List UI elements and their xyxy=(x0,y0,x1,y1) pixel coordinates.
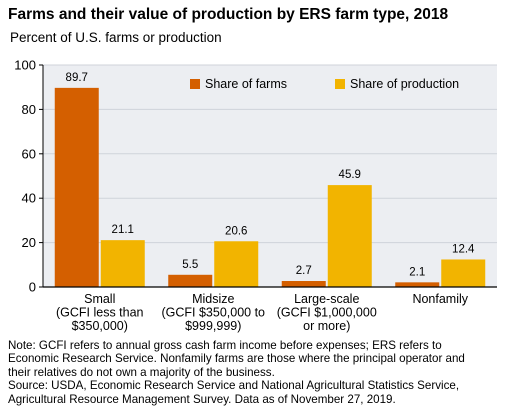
legend-swatch xyxy=(190,79,200,89)
x-tick-label: Nonfamily xyxy=(412,292,468,306)
legend-label: Share of production xyxy=(350,77,459,91)
y-tick-label: 80 xyxy=(22,102,36,117)
y-tick-label: 20 xyxy=(22,235,36,250)
data-label: 5.5 xyxy=(182,259,198,271)
legend-swatch xyxy=(335,79,345,89)
y-axis-label: Percent of U.S. farms or production xyxy=(10,30,222,45)
data-label: 12.4 xyxy=(452,243,475,255)
x-tick-label: (GCFI $350,000 to xyxy=(161,306,265,320)
bar-farms xyxy=(281,281,326,287)
bar-production xyxy=(214,241,259,287)
note-line: Note: GCFI refers to annual gross cash f… xyxy=(8,339,442,352)
data-label: 2.1 xyxy=(409,266,425,278)
chart-title: Farms and their value of production by E… xyxy=(8,6,449,23)
data-label: 20.6 xyxy=(225,225,247,237)
data-label: 2.7 xyxy=(296,265,312,277)
x-tick-label: Midsize xyxy=(192,292,234,306)
bar-farms xyxy=(395,282,440,287)
note-line: Economic Research Service. Nonfamily far… xyxy=(8,352,465,366)
source-line: Source: USDA, Economic Research Service … xyxy=(8,379,460,393)
y-tick-label: 0 xyxy=(29,280,36,295)
x-tick-label: $999,999) xyxy=(185,319,241,333)
bar-chart: 0 20 40 60 80 100 89.7 21.1 Small(GCFI less than… xyxy=(14,58,497,333)
x-tick-label: or more) xyxy=(303,319,350,333)
x-tick-label: $350,000) xyxy=(72,319,128,333)
bar-production xyxy=(441,259,486,287)
chart-notes: Note: GCFI refers to annual gross cash f… xyxy=(8,339,508,406)
data-label: 89.7 xyxy=(66,72,88,84)
y-tick-label: 40 xyxy=(22,191,36,206)
bar-farms xyxy=(168,274,213,287)
x-tick-label: Small xyxy=(84,292,115,306)
data-label: 45.9 xyxy=(339,169,361,181)
y-tick-label: 60 xyxy=(22,146,36,161)
x-tick-label: (GCFI less than xyxy=(56,306,144,320)
y-tick-label: 100 xyxy=(14,58,36,73)
bar-production xyxy=(327,185,372,287)
data-label: 21.1 xyxy=(112,224,134,236)
note-line: their relatives do not own a majority of… xyxy=(8,365,275,379)
bar-production xyxy=(100,240,145,287)
x-tick-label: Large-scale xyxy=(294,292,359,306)
legend-label: Share of farms xyxy=(205,77,287,91)
x-tick-label: (GCFI $1,000,000 xyxy=(277,306,377,320)
source-line: Agricultural Resource Management Survey.… xyxy=(8,392,396,406)
bar-farms xyxy=(54,87,99,287)
